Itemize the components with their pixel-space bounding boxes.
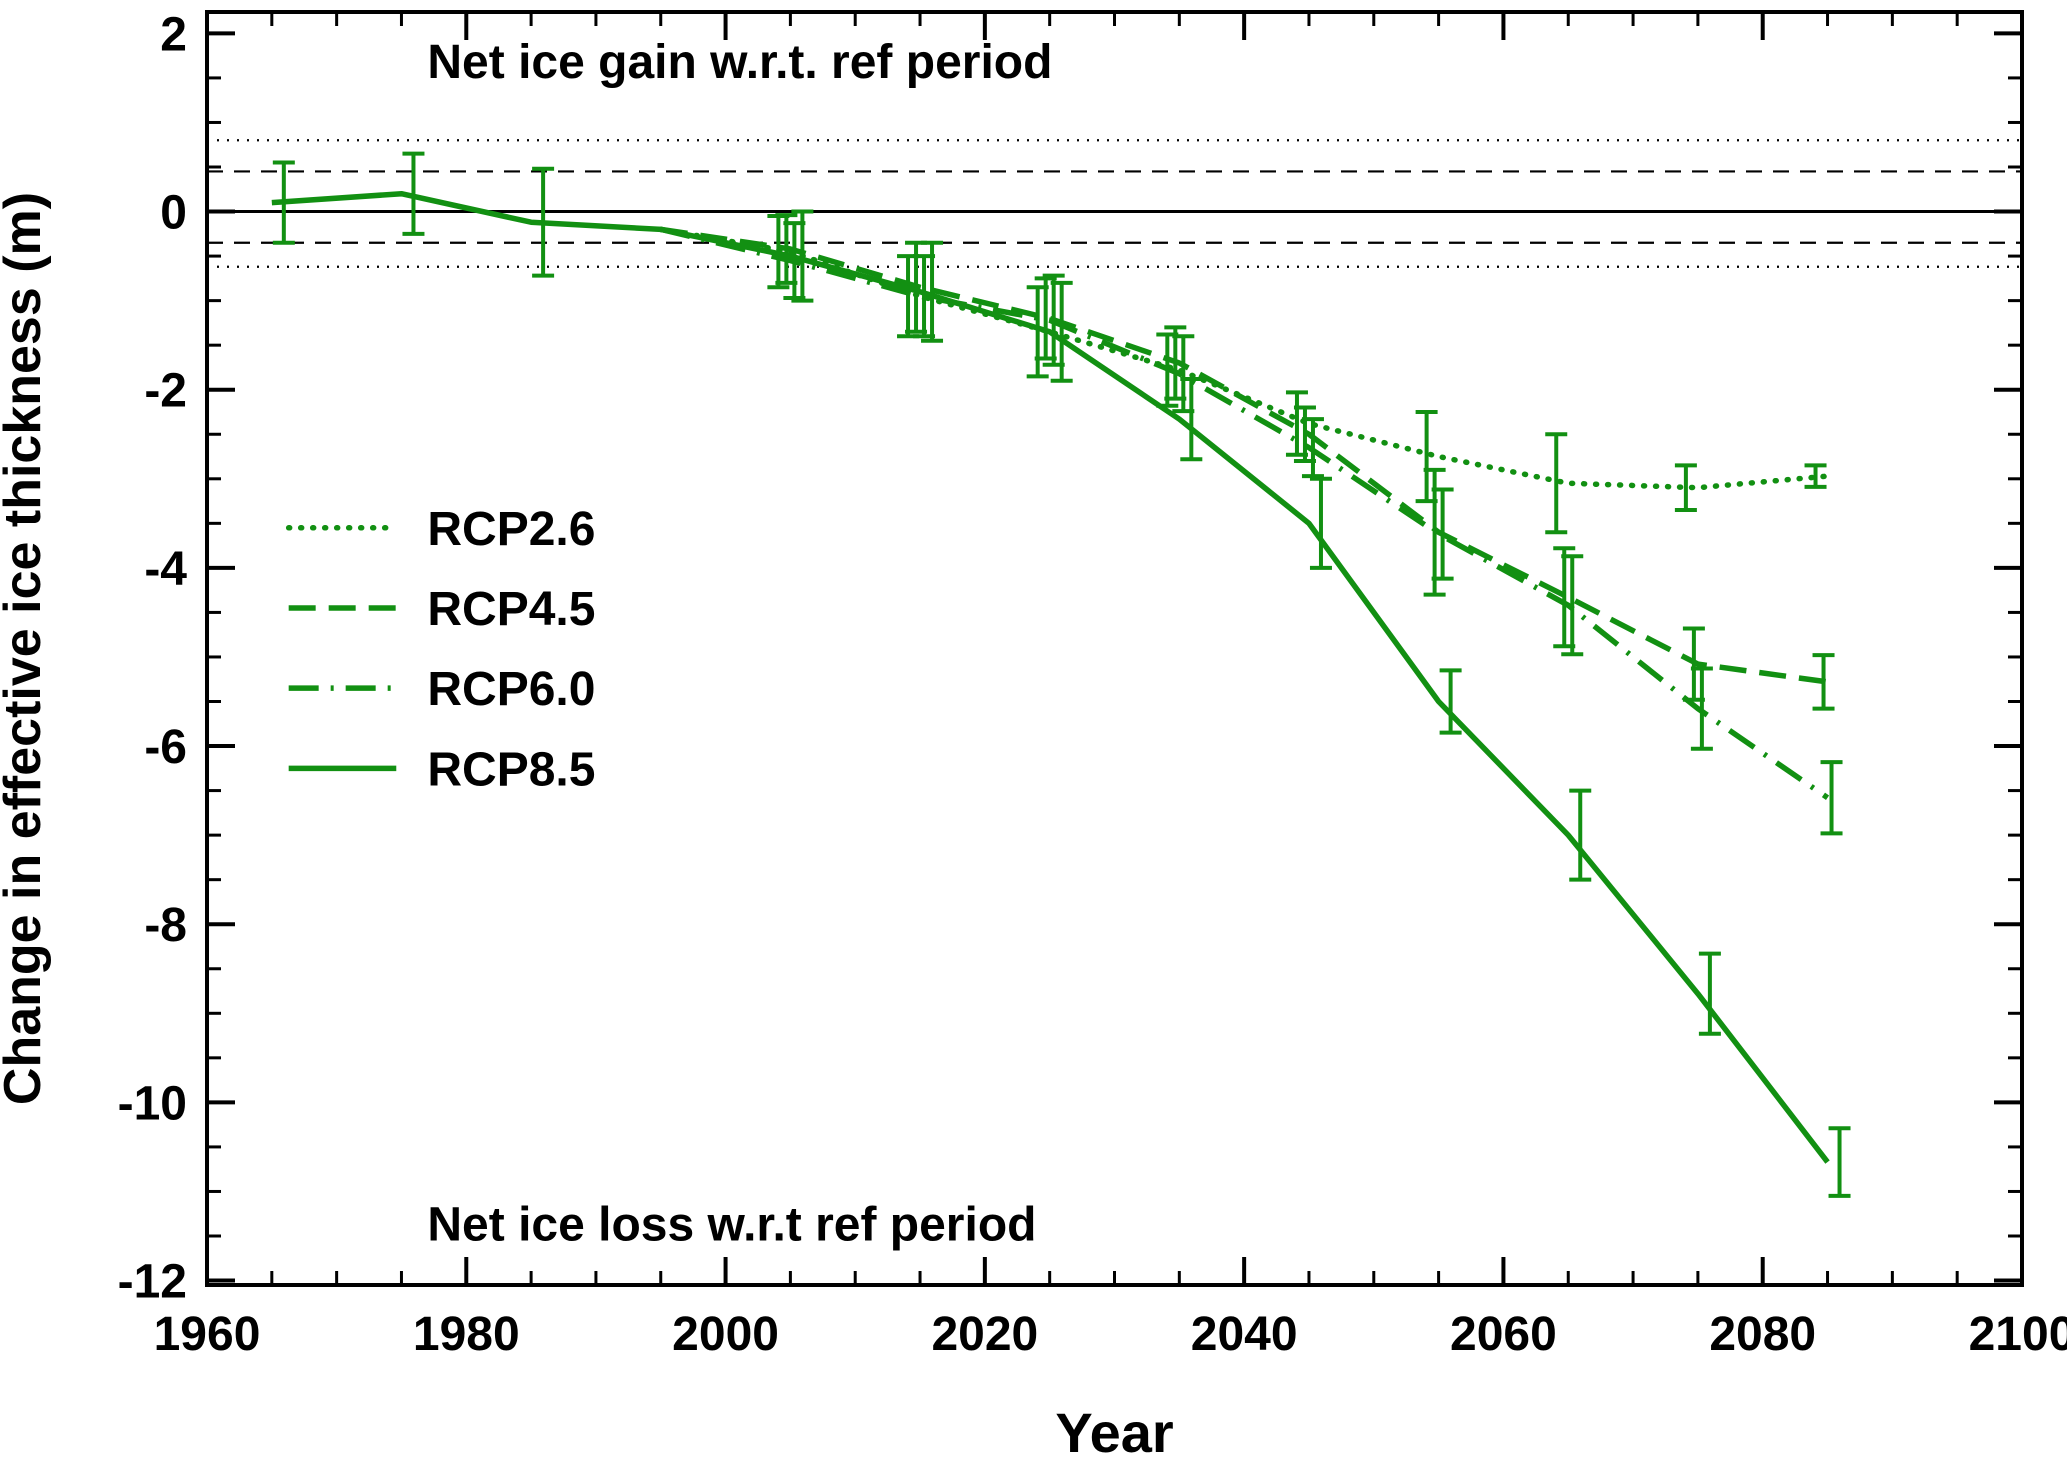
legend-label-RCP2.6: RCP2.6 [427, 503, 595, 556]
error-bar-RCP2.6-2085 [1804, 463, 1827, 489]
error-bar-RCP6.0-2045 [1301, 417, 1324, 479]
annotation-net-ice-gain: Net ice gain w.r.t. ref period [427, 36, 1052, 89]
error-bar-RCP8.5-2025 [1050, 280, 1073, 383]
legend-item-RCP4.5: RCP4.5 [288, 583, 595, 636]
series-RCP4.5 [660, 213, 1835, 711]
legend-item-RCP8.5: RCP8.5 [288, 743, 595, 796]
error-bar-RCP6.0-2055 [1431, 487, 1454, 581]
error-bar-RCP8.5-1975 [402, 151, 425, 236]
y-tick-label: 0 [160, 187, 187, 240]
error-bar-RCP8.5-1985 [532, 166, 555, 278]
legend-label-RCP6.0: RCP6.0 [427, 663, 595, 716]
y-tick-label: -10 [118, 1077, 187, 1130]
error-bar-RCP8.5-2055 [1439, 668, 1462, 735]
error-bar-RCP8.5-2005 [791, 209, 814, 303]
error-bar-RCP8.5-2035 [1180, 377, 1203, 462]
y-tick-label: -12 [118, 1256, 187, 1309]
axes: 1960 1980 2000 2020 2040 2060 2080 2100 2 0 -2 -4 -6… [0, 8, 2067, 1464]
y-tick-label: -2 [144, 365, 187, 418]
y-tick-label: -8 [144, 899, 187, 952]
error-bar-RCP6.0-2085 [1820, 760, 1843, 836]
error-bar-RCP2.6-2065 [1545, 432, 1568, 535]
error-bar-RCP6.0-2065 [1561, 554, 1584, 657]
error-bar-RCP8.5-2075 [1698, 951, 1721, 1036]
error-bar-RCP6.0-2075 [1690, 666, 1713, 751]
x-tick-label: 2000 [672, 1308, 779, 1361]
series-RCP8.5 [271, 151, 1851, 1198]
x-tick-label: 2060 [1450, 1308, 1557, 1361]
series-line-RCP2.6 [658, 226, 1831, 491]
legend: RCP2.6 RCP4.5 RCP6.0 RCP8.5 [285, 503, 595, 796]
series-line-RCP8.5 [271, 190, 1830, 1164]
error-bar-RCP8.5-2085 [1828, 1126, 1851, 1198]
x-tick-label: 2040 [1191, 1308, 1298, 1361]
y-tick-label: -4 [144, 543, 187, 596]
error-bar-RCP8.5-2045 [1309, 476, 1332, 570]
error-bar-RCP8.5-1965 [272, 160, 295, 245]
x-tick-label: 2100 [1969, 1308, 2067, 1361]
error-bar-RCP8.5-2065 [1569, 788, 1592, 882]
x-tick-label: 1960 [154, 1308, 261, 1361]
y-tick-label: -6 [144, 721, 187, 774]
x-axis-title: Year [1055, 1401, 1173, 1464]
legend-label-RCP8.5: RCP8.5 [427, 743, 595, 796]
series-line-RCP6.0 [660, 226, 1830, 800]
x-tick-label: 2080 [1709, 1308, 1816, 1361]
series-line-RCP4.5 [660, 226, 1828, 685]
legend-label-RCP4.5: RCP4.5 [427, 583, 595, 636]
legend-item-RCP6.0: RCP6.0 [288, 663, 595, 716]
error-bar-RCP8.5-2015 [921, 240, 944, 343]
x-tick-label: 1980 [413, 1308, 520, 1361]
legend-item-RCP2.6: RCP2.6 [285, 503, 595, 556]
annotation-net-ice-loss: Net ice loss w.r.t ref period [427, 1198, 1036, 1251]
y-axis-title: Change in effective ice thickness (m) [0, 192, 52, 1105]
error-bar-RCP4.5-2085 [1812, 653, 1835, 711]
error-bar-RCP2.6-2075 [1674, 463, 1697, 512]
reference-lines [207, 139, 2022, 268]
series-RCP6.0 [660, 221, 1843, 836]
y-tick-label: 2 [160, 8, 187, 61]
x-tick-label: 2020 [931, 1308, 1038, 1361]
